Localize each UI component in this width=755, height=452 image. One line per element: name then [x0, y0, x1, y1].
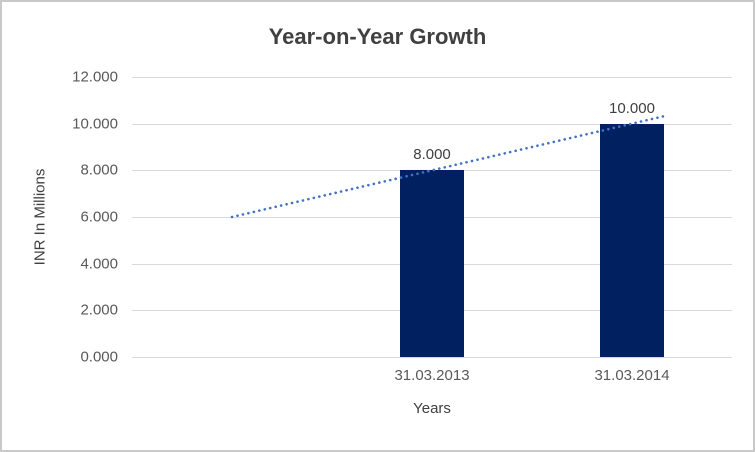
gridline	[132, 357, 732, 358]
data-label: 8.000	[413, 146, 451, 164]
data-label: 10.000	[609, 99, 655, 117]
x-axis-tick-label: 31.03.2013	[394, 367, 470, 384]
plot-area: 8.000 31.03.2013 10.000 31.03.2014	[132, 77, 732, 384]
chart-title: Year-on-Year Growth	[268, 24, 487, 49]
y-axis-tick-label: 0.000	[80, 348, 118, 366]
y-axis-tick-label: 4.000	[80, 255, 118, 273]
y-axis-tick-label: 6.000	[80, 208, 118, 226]
gridline	[132, 77, 732, 78]
bar	[600, 123, 664, 357]
bar	[400, 170, 464, 357]
y-axis-tick-label: 10.000	[72, 115, 118, 133]
x-axis-tick-label: 31.03.2014	[594, 367, 670, 384]
x-axis-title: Years	[413, 400, 451, 417]
y-axis-tick-label: 8.000	[80, 161, 118, 179]
y-axis-tick-label: 12.000	[72, 68, 118, 86]
y-axis-tick-label: 2.000	[80, 301, 118, 319]
